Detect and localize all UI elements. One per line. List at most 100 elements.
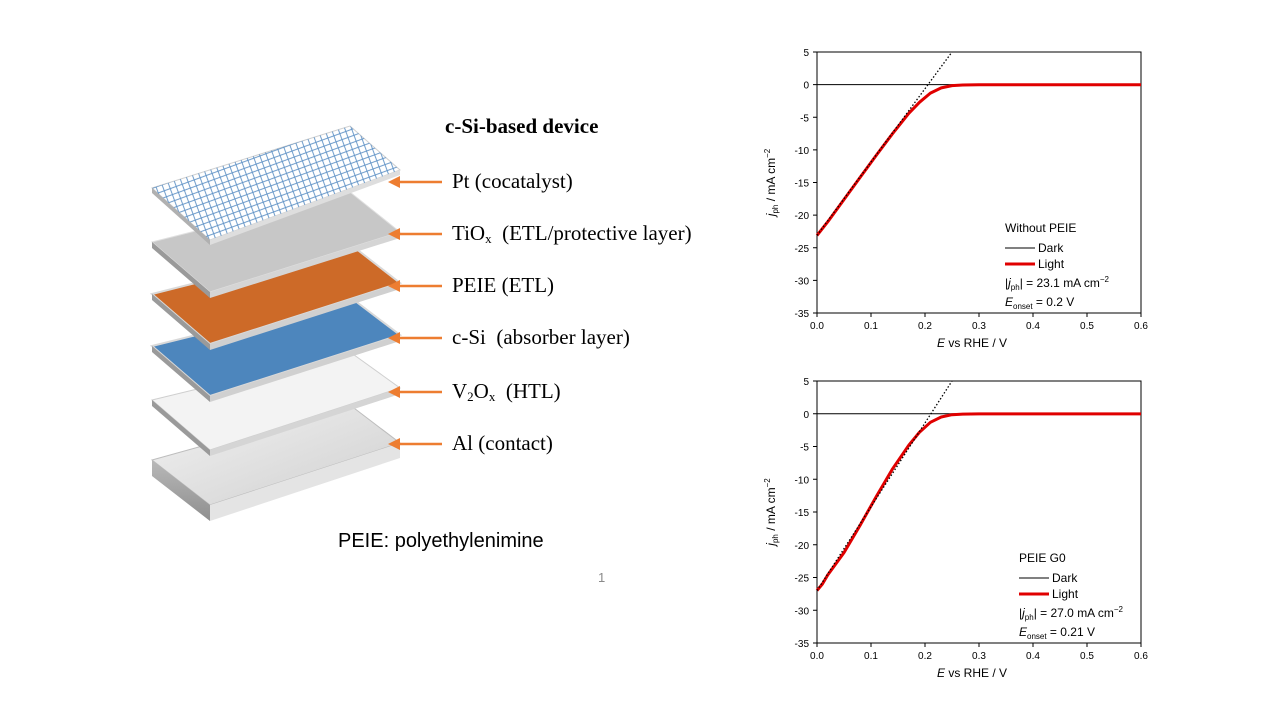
y-tick-label: -30 bbox=[795, 606, 810, 617]
chart-without-peie: 5 0 -5 -10 -15 -20 -25 -30 -350.0 0.1 0.2 0.3 0.4 0.5… bbox=[763, 48, 1148, 350]
label-tiox-sub: x bbox=[485, 231, 492, 246]
annotation-jph: |jph| = 23.1 mA cm−2 bbox=[1005, 275, 1110, 292]
x-tick-label: 0.3 bbox=[972, 321, 986, 332]
y-tick-label: -20 bbox=[795, 211, 810, 222]
label-peie: PEIE (ETL) bbox=[452, 273, 555, 297]
x-axis-label-rest: vs RHE / V bbox=[945, 666, 1007, 680]
x-tick-label: 0.5 bbox=[1080, 651, 1094, 662]
annotation-jph-j: j bbox=[1020, 606, 1025, 620]
annotation-jph-value: = 27.0 mA cm bbox=[1040, 606, 1114, 620]
arrows bbox=[388, 176, 442, 450]
annotation-onset-e: E bbox=[1005, 295, 1014, 309]
y-tick-label: -10 bbox=[795, 475, 810, 486]
arrow-v2ox bbox=[388, 386, 442, 398]
y-tick-label: -10 bbox=[795, 146, 810, 157]
label-tiox-main: TiO bbox=[452, 221, 486, 245]
y-axis-label-rest: / mA cm bbox=[764, 487, 778, 534]
annotation-onset-value: = 0.2 V bbox=[1033, 295, 1075, 309]
legend-title: PEIE G0 bbox=[1019, 551, 1066, 565]
annotation-jph-sub: ph bbox=[1011, 283, 1020, 292]
y-tick-label: -15 bbox=[795, 508, 810, 519]
y-axis-label: jph / mA cm−2 bbox=[763, 478, 780, 548]
layer-csi bbox=[149, 295, 403, 402]
y-tick-label: -25 bbox=[795, 574, 810, 585]
x-tick-label: 0.1 bbox=[864, 651, 878, 662]
page-number: 1 bbox=[598, 570, 606, 585]
annotation-jph-sup: −2 bbox=[1114, 605, 1124, 614]
annotation-onset-value: = 0.21 V bbox=[1047, 625, 1095, 639]
y-axis-label-sup: −2 bbox=[763, 478, 772, 488]
y-tick-label: -5 bbox=[800, 443, 809, 454]
y-tick-label: -5 bbox=[800, 113, 809, 124]
y-tick-label: -30 bbox=[795, 276, 810, 287]
x-axis-label-italic: E bbox=[937, 336, 946, 350]
legend-dark-label: Dark bbox=[1038, 241, 1064, 255]
annotation-jph-bar2: | bbox=[1034, 606, 1040, 620]
annotation-onset-e: E bbox=[1019, 625, 1028, 639]
arrow-tiox bbox=[388, 228, 442, 240]
label-v2ox-sub2: x bbox=[488, 389, 496, 404]
legend-title: Without PEIE bbox=[1005, 221, 1076, 235]
y-axis-label-j: j bbox=[764, 543, 778, 548]
x-tick-label: 0.5 bbox=[1080, 321, 1094, 332]
annotation-onset: Eonset = 0.2 V bbox=[1005, 295, 1074, 311]
device-title: c-Si-based device bbox=[445, 114, 599, 138]
footnote: PEIE: polyethylenimine bbox=[338, 530, 544, 552]
legend-light-label: Light bbox=[1038, 257, 1065, 271]
y-axis-label-sub: ph bbox=[771, 205, 780, 214]
plot-frame bbox=[816, 51, 1142, 314]
y-tick-label: -15 bbox=[795, 179, 810, 190]
x-tick-label: 0.6 bbox=[1134, 651, 1148, 662]
label-v2ox-sub1: 2 bbox=[467, 389, 474, 404]
annotation-jph: |jph| = 27.0 mA cm−2 bbox=[1019, 605, 1124, 622]
annotation-jph-sup: −2 bbox=[1100, 275, 1110, 284]
x-axis-label-italic: E bbox=[937, 666, 946, 680]
y-tick-label: -25 bbox=[795, 244, 810, 255]
chart-peie-g0: 5 0 -5 -10 -15 -20 -25 -30 -350.0 0.1 0.2 0.3 0.4 0.5… bbox=[763, 377, 1148, 680]
y-tick-label: -35 bbox=[795, 309, 810, 320]
label-al: Al (contact) bbox=[452, 431, 553, 455]
annotation-onset-sub: onset bbox=[1027, 632, 1047, 641]
y-tick-label: -20 bbox=[795, 541, 810, 552]
charts-panel: 5 0 -5 -10 -15 -20 -25 -30 -35 0.0 0.1 0.2 0.3 0.4 0.5… bbox=[763, 48, 1148, 680]
label-pt: Pt (cocatalyst) bbox=[452, 169, 573, 193]
layer-pt bbox=[151, 125, 401, 245]
x-tick-label: 0.1 bbox=[864, 321, 878, 332]
annotation-jph-bar: | bbox=[1019, 606, 1022, 620]
x-tick-label: 0.2 bbox=[918, 321, 932, 332]
x-tick-label: 0.4 bbox=[1026, 651, 1040, 662]
x-tick-label: 0.4 bbox=[1026, 321, 1040, 332]
annotation-jph-sub: ph bbox=[1025, 613, 1034, 622]
y-tick-label: 0 bbox=[803, 81, 809, 92]
x-axis-label: E vs RHE / V bbox=[937, 666, 1007, 680]
x-axis-label: E vs RHE / V bbox=[937, 336, 1007, 350]
plot-frame bbox=[816, 380, 1142, 644]
y-tick-label: 5 bbox=[803, 48, 809, 59]
y-axis-label: jph / mA cm−2 bbox=[763, 148, 780, 218]
arrow-al bbox=[388, 438, 442, 450]
label-v2ox-mid: O bbox=[473, 379, 489, 403]
annotation-jph-j: j bbox=[1006, 276, 1011, 290]
arrow-pt bbox=[388, 176, 442, 188]
layer-stack-diagram: c-Si-based device Pt (cocatalyst) TiOx (… bbox=[149, 114, 692, 585]
y-axis-label-j: j bbox=[764, 213, 778, 218]
series-light-line bbox=[815, 412, 1141, 592]
y-tick-label: 0 bbox=[803, 410, 809, 421]
annotation-onset: Eonset = 0.21 V bbox=[1019, 625, 1095, 641]
annotation-jph-bar2: | bbox=[1020, 276, 1026, 290]
x-tick-label: 0.3 bbox=[972, 651, 986, 662]
x-tick-label: 0.2 bbox=[918, 651, 932, 662]
y-axis-label-sub: ph bbox=[771, 534, 780, 543]
label-v2ox-pre: V bbox=[452, 379, 468, 403]
annotation-jph-bar: | bbox=[1005, 276, 1008, 290]
label-v2ox: V2Ox (HTL) bbox=[452, 379, 561, 405]
label-csi: c-Si (absorber layer) bbox=[452, 325, 630, 349]
series-fit-line bbox=[816, 380, 953, 591]
y-axis-label-rest: / mA cm bbox=[764, 158, 778, 205]
label-tiox: TiOx (ETL/protective layer) bbox=[452, 221, 692, 247]
label-v2ox-rest: (HTL) bbox=[495, 379, 561, 403]
series-fit-line bbox=[816, 51, 953, 236]
x-tick-label: 0.0 bbox=[810, 651, 824, 662]
label-tiox-rest: (ETL/protective layer) bbox=[491, 221, 692, 245]
y-tick-label: 5 bbox=[803, 377, 809, 388]
